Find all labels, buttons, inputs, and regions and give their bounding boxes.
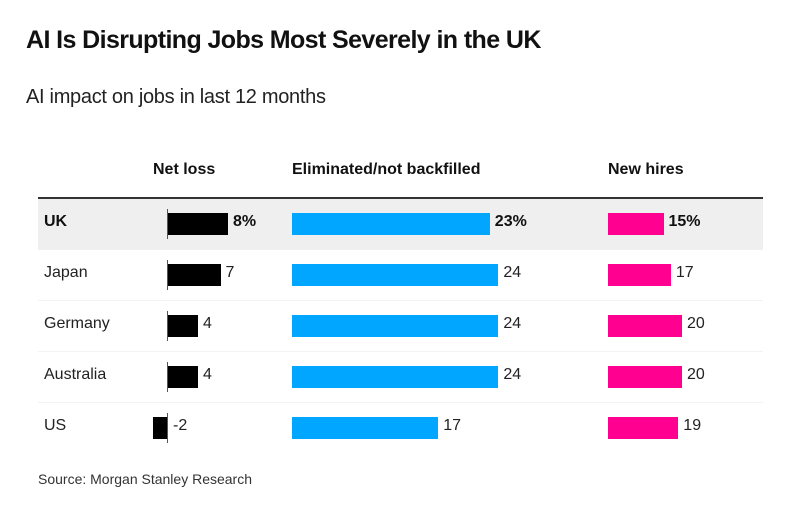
table-row: Australia 4 24 20 <box>38 352 763 403</box>
bar-net-us <box>153 417 168 439</box>
table-row: UK 8% 23% 15% <box>38 199 763 250</box>
data-label-elim: 23% <box>494 213 527 230</box>
bar-hire-japan <box>608 264 671 286</box>
header-rule <box>38 197 763 199</box>
category-label: US <box>44 417 67 434</box>
bar-elim-uk <box>292 213 490 235</box>
category-label: UK <box>44 213 68 230</box>
chart-subtitle: AI impact on jobs in last 12 months <box>26 86 326 108</box>
bar-elim-australia <box>292 366 499 388</box>
data-label-elim: 17 <box>443 417 461 434</box>
data-label-net: 7 <box>225 264 235 281</box>
row-divider <box>38 300 763 301</box>
zero-axis-line <box>167 260 168 290</box>
data-label-hire: 15% <box>668 213 701 230</box>
data-label-elim: 24 <box>503 366 522 383</box>
data-label-net: 4 <box>203 315 212 332</box>
bar-net-germany <box>168 315 198 337</box>
bar-hire-australia <box>608 366 682 388</box>
column-header-eliminated: Eliminated/not backfilled <box>292 161 481 178</box>
data-label-net: 8% <box>233 213 257 230</box>
zero-axis-line <box>167 362 168 392</box>
zero-axis-line <box>167 209 168 239</box>
category-label: Germany <box>44 315 110 332</box>
zero-axis-line <box>167 311 168 341</box>
column-header-net-loss: Net loss <box>153 161 216 178</box>
bar-net-japan <box>168 264 221 286</box>
data-label-elim: 24 <box>503 315 522 332</box>
table-row: US -2 17 19 <box>38 403 763 454</box>
bar-hire-germany <box>608 315 682 337</box>
bar-hire-us <box>608 417 679 439</box>
bar-hire-uk <box>608 213 664 235</box>
data-label-net: 4 <box>203 366 212 383</box>
category-label: Australia <box>44 366 107 383</box>
bar-net-uk <box>168 213 228 235</box>
category-label: Japan <box>44 264 88 281</box>
table-row: Japan 7 24 17 <box>38 250 763 301</box>
table-row: Germany 4 24 20 <box>38 301 763 352</box>
data-label-hire: 17 <box>675 264 694 281</box>
source-note: Source: Morgan Stanley Research <box>38 471 252 487</box>
data-label-hire: 19 <box>683 417 702 434</box>
chart-title: AI Is Disrupting Jobs Most Severely in t… <box>26 26 541 54</box>
bar-net-australia <box>168 366 198 388</box>
data-label-hire: 20 <box>687 366 705 383</box>
column-header-new-hires: New hires <box>608 161 684 178</box>
row-divider <box>38 351 763 352</box>
zero-axis-line <box>167 413 168 443</box>
data-label-hire: 20 <box>687 315 705 332</box>
bar-elim-japan <box>292 264 499 286</box>
bar-elim-us <box>292 417 439 439</box>
row-divider <box>38 402 763 403</box>
data-label-elim: 24 <box>503 264 522 281</box>
data-label-net: -2 <box>173 417 188 434</box>
bar-elim-germany <box>292 315 499 337</box>
